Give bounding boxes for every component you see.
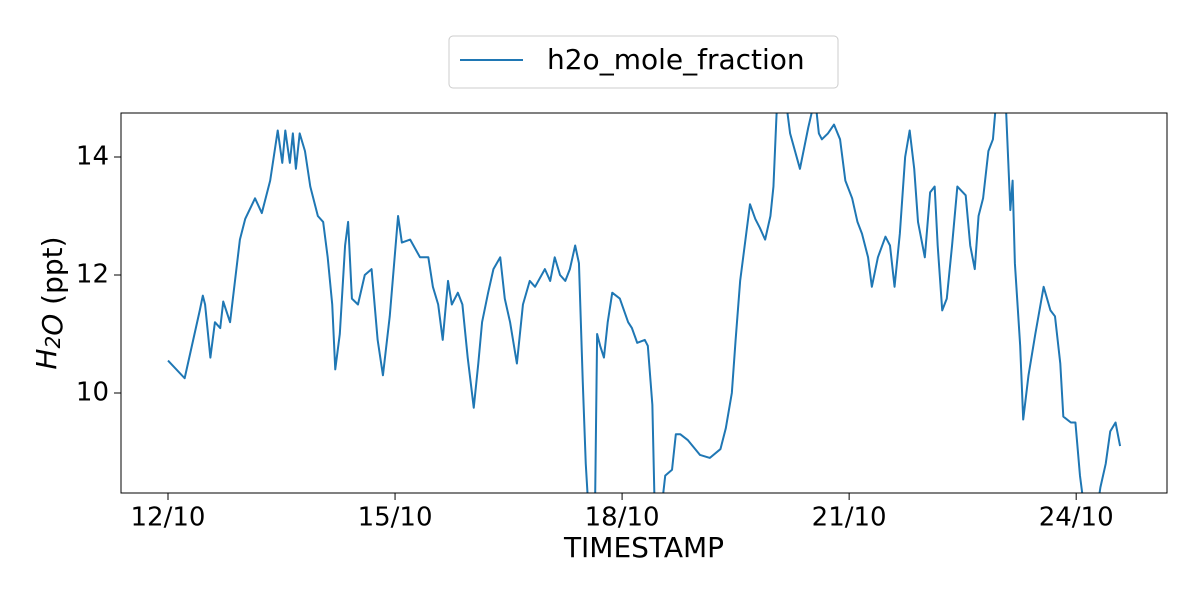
data-line — [167, 113, 1122, 493]
y-tick-label: 10 — [76, 378, 109, 408]
y-axis-label: H2O (ppt) — [30, 236, 69, 369]
y-tick-label: 12 — [76, 260, 109, 290]
legend-box — [448, 35, 839, 89]
axes-frame — [120, 112, 1168, 494]
x-tick-label: 12/10 — [131, 503, 206, 533]
x-tick-label: 18/10 — [585, 503, 660, 533]
x-axis-label: TIMESTAMP — [563, 531, 724, 564]
legend-label: h2o_mole_fraction — [547, 43, 805, 76]
y-tick-label: 14 — [76, 142, 109, 172]
x-tick-label: 24/10 — [1039, 503, 1114, 533]
plot-area — [167, 113, 1122, 493]
x-tick-label: 21/10 — [812, 503, 887, 533]
x-tick-label: 15/10 — [358, 503, 433, 533]
